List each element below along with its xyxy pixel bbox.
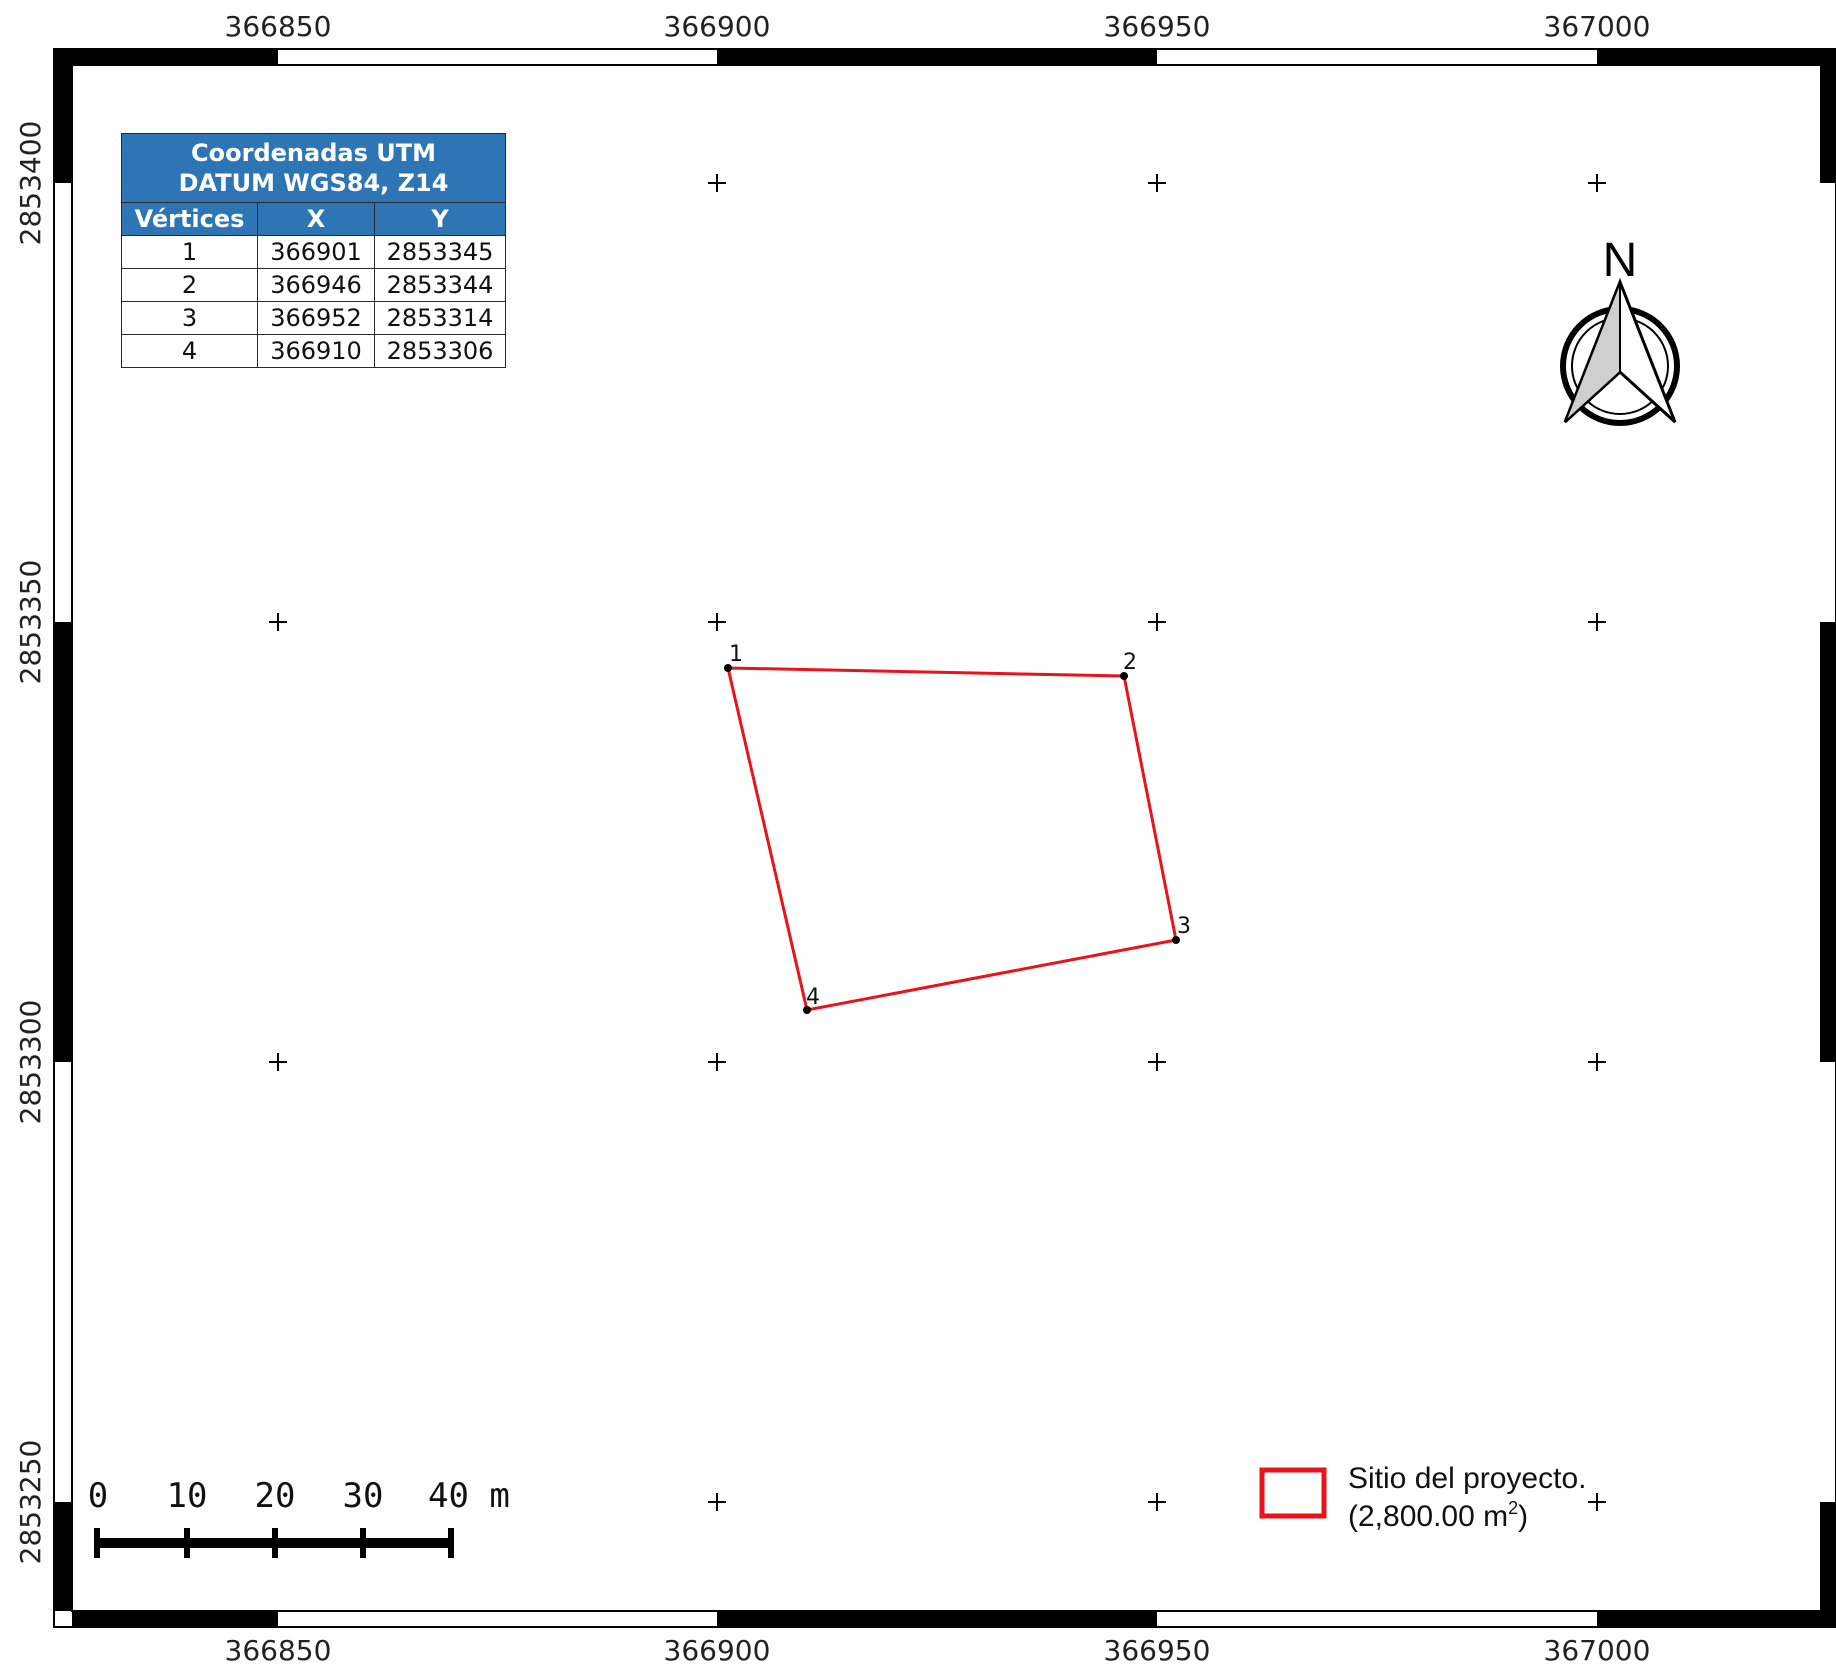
table-row: 4 366910 2853306 [121, 334, 507, 368]
vertex-label-3: 3 [1177, 914, 1191, 939]
x-tick-label-top: 367000 [1544, 10, 1651, 43]
scale-label-20: 20 [255, 1476, 296, 1516]
x-tick-label-top: 366950 [1104, 10, 1211, 43]
frame-left-seg-3 [54, 1502, 72, 1611]
vertex-markers [724, 664, 1180, 1014]
table-cell-vertex: 3 [121, 301, 258, 335]
vertex-label-2: 2 [1123, 650, 1137, 675]
frame-left-seg-1 [54, 65, 72, 183]
vertex-marker-3 [1172, 936, 1180, 944]
frame-top-seg-2 [717, 49, 1157, 65]
table-cell-y: 2853314 [373, 301, 507, 335]
y-tick-label-left: 2853300 [14, 1000, 47, 1125]
legend-swatch [1259, 1467, 1327, 1519]
vertex-marker-4 [803, 1006, 811, 1014]
table-row: 1 366901 2853345 [121, 235, 507, 269]
table-title-line-2: DATUM WGS84, Z14 [178, 169, 449, 197]
table-cell-vertex: 4 [121, 334, 258, 368]
legend-area: (2,800.00 m2) [1348, 1498, 1528, 1533]
x-tick-label-bottom: 366950 [1104, 1634, 1211, 1666]
frame-right-seg-3 [1820, 1502, 1836, 1611]
table-cell-x: 366952 [257, 301, 375, 335]
table-cell-x: 366946 [257, 268, 375, 302]
frame-bottom-seg-3 [1597, 1611, 1836, 1627]
frame-bottom-seg-1 [72, 1611, 278, 1627]
table-title-line-1: Coordenadas UTM [191, 139, 436, 167]
frame-right-seg-2 [1820, 622, 1836, 1062]
table-row: 3 366952 2853314 [121, 301, 507, 335]
frame-top-seg-3 [1597, 49, 1836, 65]
x-tick-label-bottom: 366900 [664, 1634, 771, 1666]
frame-bottom-seg-2 [717, 1611, 1157, 1627]
grid-crosses [269, 174, 1606, 1511]
vertex-marker-1 [724, 664, 732, 672]
frame-top-seg-1 [54, 49, 278, 65]
scale-label-10: 10 [167, 1476, 208, 1516]
x-tick-label-top: 366850 [225, 10, 332, 43]
y-tick-label-left: 2853400 [14, 121, 47, 246]
table-row: 2 366946 2853344 [121, 268, 507, 302]
table-cell-vertex: 1 [121, 235, 258, 269]
x-tick-label-bottom: 367000 [1544, 1634, 1651, 1666]
table-cell-x: 366901 [257, 235, 375, 269]
x-tick-label-bottom: 366850 [225, 1634, 332, 1666]
scale-bar: 0 10 20 30 40 m [88, 1476, 510, 1558]
scale-label-30: 30 [343, 1476, 384, 1516]
y-tick-label-left: 2853250 [14, 1440, 47, 1565]
x-tick-label-top: 366900 [664, 10, 771, 43]
table-cell-y: 2853344 [373, 268, 507, 302]
legend-label: Sitio del proyecto. [1348, 1462, 1586, 1495]
north-arrow-icon: N [1560, 234, 1680, 426]
table-cell-y: 2853306 [373, 334, 507, 368]
table-header-vertices: Vértices [121, 202, 258, 236]
scale-label-0: 0 [88, 1476, 108, 1516]
scale-label-40m: 40 m [428, 1476, 510, 1516]
vertex-marker-2 [1120, 672, 1128, 680]
table-cell-y: 2853345 [373, 235, 507, 269]
north-label: N [1603, 234, 1638, 287]
frame-right-seg-1 [1820, 65, 1836, 183]
table-header-y: Y [373, 202, 507, 236]
y-tick-label-left: 2853350 [14, 560, 47, 685]
vertex-label-4: 4 [806, 985, 820, 1010]
table-title: Coordenadas UTM DATUM WGS84, Z14 [120, 133, 507, 203]
vertex-label-1: 1 [729, 642, 743, 667]
table-cell-vertex: 2 [121, 268, 258, 302]
utm-coordinates-table: Coordenadas UTM DATUM WGS84, Z14 Vértice… [120, 133, 507, 368]
frame-left-seg-2 [54, 622, 72, 1062]
legend: Sitio del proyecto. (2,800.00 m2) [1259, 1462, 1586, 1533]
table-cell-x: 366910 [257, 334, 375, 368]
table-header-x: X [257, 202, 375, 236]
